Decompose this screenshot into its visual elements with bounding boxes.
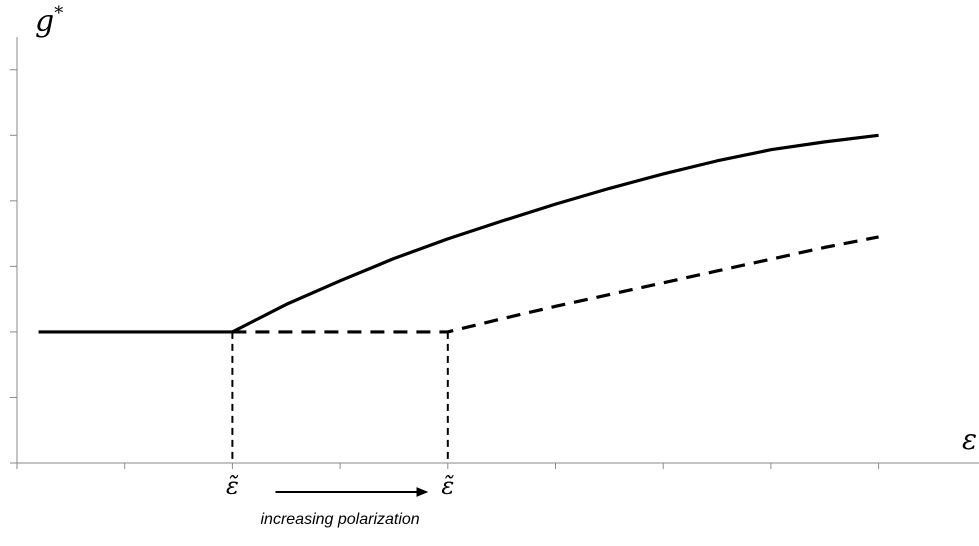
epsilon-tilde-label-1: ε̃: [226, 472, 239, 500]
axes: [10, 37, 979, 469]
data-series: [38, 133, 879, 334]
epsilon-tilde-label-2: ε̃: [441, 472, 454, 500]
solid-series-line: [38, 133, 879, 334]
y-axis-label-main: g: [35, 4, 54, 39]
increasing-polarization-caption: increasing polarization: [260, 511, 419, 528]
dashed-series-line: [232, 235, 879, 334]
x-axis-label: ε: [962, 423, 977, 456]
y-axis-label: g*: [35, 3, 63, 39]
vertical-markers: [231, 331, 449, 463]
y-axis-label-superscript: *: [54, 3, 63, 24]
